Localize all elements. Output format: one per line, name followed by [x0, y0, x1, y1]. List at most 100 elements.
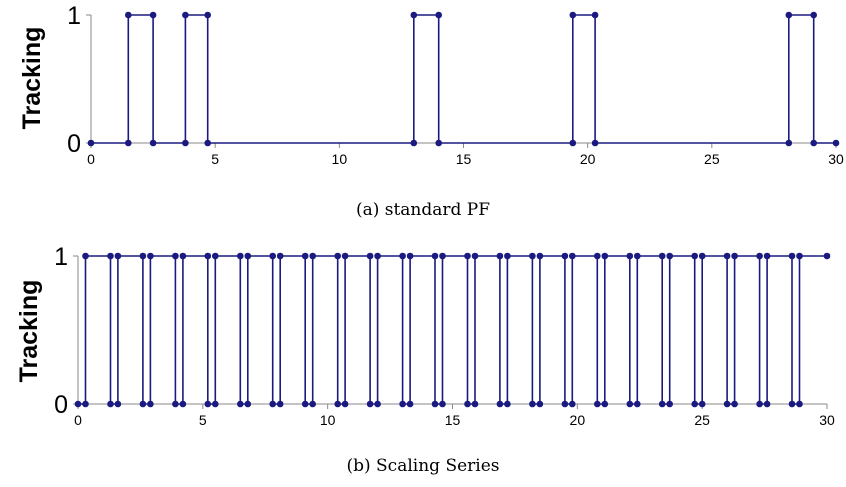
- data-point: [172, 400, 179, 408]
- series-line: [91, 14, 836, 144]
- data-point: [698, 400, 706, 408]
- data-point: [569, 400, 576, 408]
- data-point: [439, 400, 446, 408]
- panel-scaling-series: Tracking 010 5 10 15 20 25 30: [15, 243, 835, 428]
- data-point: [179, 252, 187, 260]
- data-point: [464, 252, 471, 260]
- data-point: [269, 252, 277, 260]
- data-point: [594, 400, 601, 408]
- caption-b: (b) Scaling Series: [346, 456, 499, 476]
- data-point: [763, 252, 771, 260]
- data-point: [601, 400, 609, 408]
- data-point: [796, 400, 803, 408]
- data-point: [601, 252, 609, 260]
- data-point: [410, 11, 418, 19]
- data-point: [406, 400, 414, 408]
- x-tick-label: 10: [332, 151, 348, 167]
- data-point: [374, 252, 381, 260]
- data-point: [125, 139, 132, 147]
- data-point: [658, 400, 666, 408]
- data-point: [276, 252, 284, 260]
- data-point: [147, 400, 154, 408]
- data-point: [785, 139, 793, 147]
- data-point: [731, 400, 738, 408]
- caption-a: (a) standard PF: [356, 200, 490, 220]
- data-point: [334, 252, 342, 260]
- data-point: [658, 252, 666, 260]
- data-point: [471, 252, 479, 260]
- data-point: [125, 11, 132, 19]
- data-point: [796, 252, 803, 260]
- data-point: [591, 11, 599, 19]
- data-point: [561, 400, 569, 408]
- data-point: [431, 400, 439, 408]
- data-point: [139, 252, 147, 260]
- data-point: [139, 400, 147, 408]
- data-point: [334, 400, 342, 408]
- data-point: [204, 139, 211, 147]
- data-point: [309, 400, 317, 408]
- data-point: [698, 252, 706, 260]
- data-point: [341, 400, 349, 408]
- data-point: [569, 11, 577, 19]
- data-point: [810, 11, 817, 19]
- data-point: [410, 139, 418, 147]
- x-tick-label: 0: [87, 151, 95, 167]
- data-point: [666, 252, 673, 260]
- y-tick-label: 0: [67, 130, 81, 158]
- data-point: [172, 252, 179, 260]
- data-point: [204, 11, 211, 19]
- data-point: [496, 252, 504, 260]
- data-point: [182, 139, 189, 147]
- data-point: [788, 400, 796, 408]
- data-point: [723, 252, 731, 260]
- data-point: [431, 252, 439, 260]
- data-point: [536, 400, 544, 408]
- x-tick-label: 15: [456, 151, 472, 167]
- data-point: [147, 252, 154, 260]
- data-point: [107, 400, 114, 408]
- data-point: [74, 400, 82, 408]
- data-point: [471, 400, 479, 408]
- data-point: [756, 400, 763, 408]
- data-point: [237, 400, 244, 408]
- data-point: [832, 139, 840, 147]
- data-point: [149, 11, 157, 19]
- data-point: [114, 252, 122, 260]
- data-point: [406, 252, 414, 260]
- data-point: [435, 139, 443, 147]
- data-point: [626, 400, 634, 408]
- data-point: [114, 400, 122, 408]
- data-point: [82, 252, 89, 260]
- data-point: [204, 252, 212, 260]
- data-point: [634, 400, 641, 408]
- data-point: [309, 252, 317, 260]
- x-tick-label: 30: [828, 151, 844, 167]
- panel-standard-pf: Tracking 010 5 10 15 20 25 30: [18, 2, 844, 167]
- x-tick-label: 25: [694, 412, 710, 428]
- data-point: [691, 400, 698, 408]
- data-point: [149, 139, 157, 147]
- data-point: [399, 400, 406, 408]
- x-tick-label: 20: [570, 412, 586, 428]
- x-tick-label: 15: [445, 412, 461, 428]
- data-point: [785, 11, 793, 19]
- data-point: [464, 400, 471, 408]
- series-line: [78, 255, 827, 405]
- data-point: [504, 400, 511, 408]
- data-point: [244, 400, 252, 408]
- data-point: [237, 252, 244, 260]
- data-point: [496, 400, 504, 408]
- data-point: [244, 252, 252, 260]
- data-point: [212, 400, 219, 408]
- data-point: [788, 252, 796, 260]
- data-point: [374, 400, 381, 408]
- data-point: [204, 400, 212, 408]
- data-point: [366, 400, 374, 408]
- data-point: [569, 139, 577, 147]
- x-tick-label: 0: [74, 412, 82, 428]
- data-point: [341, 252, 349, 260]
- x-tick-label: 20: [580, 151, 596, 167]
- data-point: [301, 400, 309, 408]
